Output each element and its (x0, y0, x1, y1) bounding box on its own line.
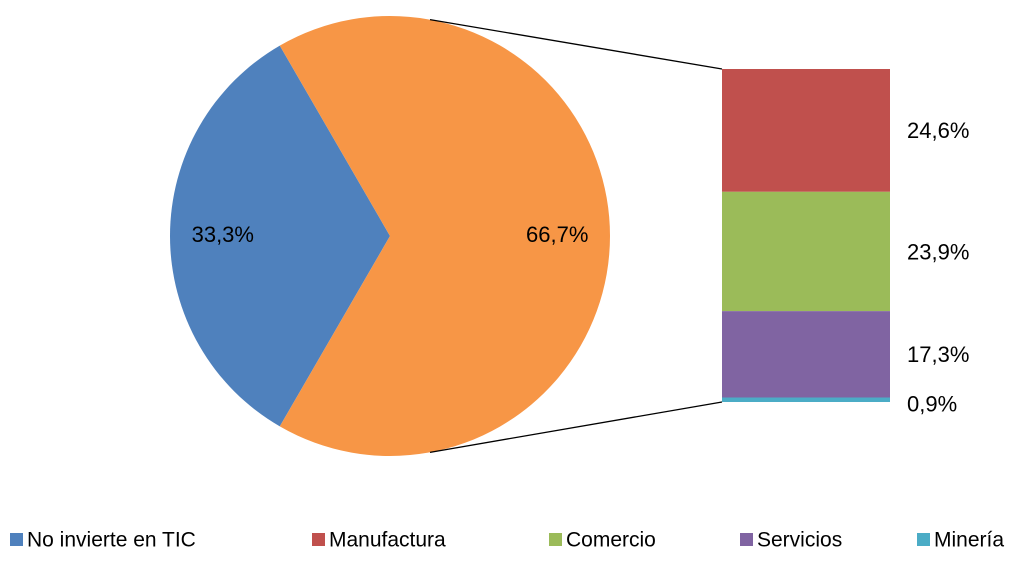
bar-segment (722, 69, 890, 192)
legend-swatch (917, 533, 930, 546)
connector (429, 19, 723, 70)
legend-label: Comercio (566, 529, 656, 552)
connector (429, 401, 723, 453)
legend-label: No invierte en TIC (27, 529, 196, 552)
pie-slice (279, 15, 610, 456)
legend-label: Servicios (757, 529, 842, 552)
value-label: 24,6% (907, 118, 969, 143)
legend-label: Minería (934, 529, 1004, 552)
legend-swatch (740, 533, 753, 546)
value-label: 17,3% (907, 342, 969, 367)
bar-segment (722, 397, 890, 402)
bar-segment (722, 311, 890, 398)
value-label: 66,7% (526, 222, 588, 247)
legend-label: Manufactura (329, 529, 446, 552)
value-label: 23,9% (907, 239, 969, 264)
value-label: 0,9% (907, 392, 957, 417)
value-label: 33,3% (192, 222, 254, 247)
legend-swatch (312, 533, 325, 546)
legend-swatch (10, 533, 23, 546)
bar-segment (722, 191, 890, 312)
pie-slice (169, 45, 390, 427)
legend-swatch (549, 533, 562, 546)
